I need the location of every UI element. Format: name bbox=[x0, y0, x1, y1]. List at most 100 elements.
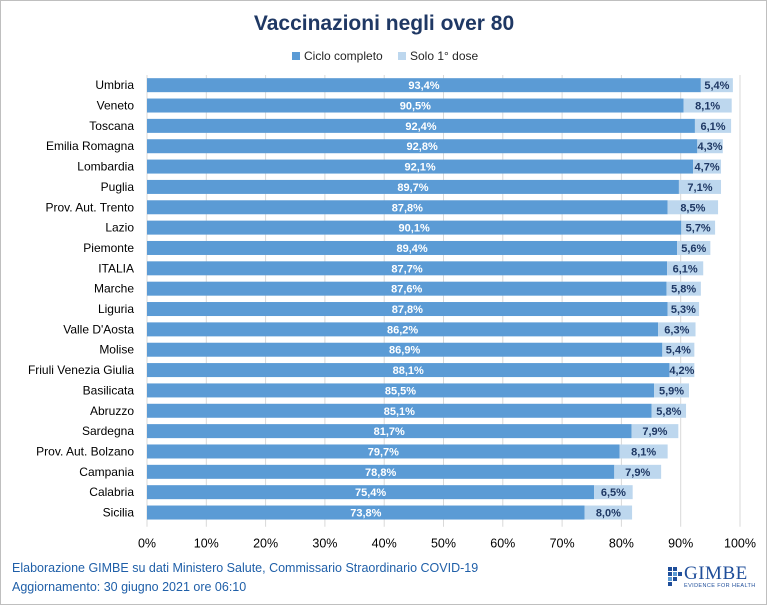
bar-solo-prima-dose bbox=[667, 261, 704, 276]
bar-ciclo-completo bbox=[147, 240, 678, 255]
data-label: 6,3% bbox=[664, 324, 689, 336]
data-label: 86,9% bbox=[389, 345, 420, 357]
category-label: Valle D'Aosta bbox=[63, 322, 134, 336]
data-label: 87,8% bbox=[392, 202, 423, 214]
data-label: 6,1% bbox=[673, 263, 698, 275]
data-label: 5,4% bbox=[704, 80, 729, 92]
data-label: 90,1% bbox=[399, 223, 430, 235]
logo-tagline: EVIDENCE FOR HEALTH bbox=[684, 583, 756, 589]
data-label: 4,3% bbox=[698, 141, 723, 153]
bar-ciclo-completo bbox=[147, 485, 595, 500]
category-label: Prov. Aut. Bolzano bbox=[36, 444, 134, 458]
bars: 93,4% 5,4% 90,5% 8,1% 92,4% 6,1% 92,8% 4,3% 92,1… bbox=[147, 78, 733, 520]
data-label: 8,1% bbox=[631, 446, 656, 458]
legend-swatch-1 bbox=[398, 52, 406, 60]
category-label: Veneto bbox=[97, 99, 135, 113]
gimbe-logo: GIMBE EVIDENCE FOR HEALTH bbox=[668, 563, 760, 595]
x-tick-label: 30% bbox=[312, 537, 337, 551]
bar-solo-prima-dose bbox=[667, 200, 719, 215]
data-label: 8,0% bbox=[596, 508, 621, 520]
bar-solo-prima-dose bbox=[700, 78, 733, 93]
data-label: 7,9% bbox=[642, 426, 667, 438]
data-label: 85,5% bbox=[385, 385, 416, 397]
category-label: Calabria bbox=[89, 485, 134, 499]
data-label: 73,8% bbox=[350, 508, 381, 520]
category-label: Liguria bbox=[98, 302, 134, 316]
bar-ciclo-completo bbox=[147, 464, 615, 479]
data-label: 4,2% bbox=[669, 365, 694, 377]
bar-ciclo-completo bbox=[147, 505, 585, 520]
data-label: 6,5% bbox=[601, 487, 626, 499]
bar-ciclo-completo bbox=[147, 179, 679, 194]
x-tick-label: 60% bbox=[490, 537, 515, 551]
bar-solo-prima-dose bbox=[678, 179, 722, 194]
data-label: 89,7% bbox=[397, 182, 428, 194]
category-label: ITALIA bbox=[98, 261, 134, 275]
data-label: 86,2% bbox=[387, 324, 418, 336]
data-label: 92,1% bbox=[404, 162, 435, 174]
category-label: Lombardia bbox=[77, 160, 134, 174]
category-label: Molise bbox=[99, 343, 134, 357]
bar-solo-prima-dose bbox=[662, 342, 695, 357]
bar-ciclo-completo bbox=[147, 363, 670, 378]
category-label: Friuli Venezia Giulia bbox=[28, 363, 134, 377]
data-label: 92,4% bbox=[405, 121, 436, 133]
data-label: 5,6% bbox=[681, 243, 706, 255]
chart-title: Vaccinazioni negli over 80 bbox=[254, 12, 514, 35]
bar-ciclo-completo bbox=[147, 424, 632, 439]
bar-solo-prima-dose bbox=[669, 363, 695, 378]
bar-solo-prima-dose bbox=[693, 159, 722, 174]
data-label: 5,3% bbox=[671, 304, 696, 316]
bar-ciclo-completo bbox=[147, 139, 698, 154]
bar-solo-prima-dose bbox=[666, 281, 701, 296]
bar-ciclo-completo bbox=[147, 281, 667, 296]
category-label: Umbria bbox=[95, 78, 134, 92]
legend-swatch-0 bbox=[292, 52, 300, 60]
data-label: 87,6% bbox=[391, 284, 422, 296]
x-tick-label: 70% bbox=[550, 537, 575, 551]
bar-solo-prima-dose bbox=[677, 240, 711, 255]
x-tick-label: 100% bbox=[724, 537, 756, 551]
category-label: Basilicata bbox=[83, 383, 135, 397]
bar-solo-prima-dose bbox=[584, 505, 633, 520]
x-tick-label: 10% bbox=[194, 537, 219, 551]
category-label: Lazio bbox=[105, 221, 134, 235]
bar-solo-prima-dose bbox=[654, 383, 690, 398]
data-label: 7,9% bbox=[625, 467, 650, 479]
data-label: 5,9% bbox=[659, 385, 684, 397]
data-label: 85,1% bbox=[384, 406, 415, 418]
stacked-bar-chart: Vaccinazioni negli over 80 Ciclo complet… bbox=[28, 12, 756, 551]
data-label: 8,1% bbox=[695, 101, 720, 113]
data-label: 5,8% bbox=[671, 284, 696, 296]
bar-solo-prima-dose bbox=[651, 403, 687, 418]
category-label: Piemonte bbox=[83, 241, 134, 255]
category-label: Sardegna bbox=[82, 424, 134, 438]
data-label: 5,4% bbox=[666, 345, 691, 357]
data-label: 88,1% bbox=[393, 365, 424, 377]
bar-ciclo-completo bbox=[147, 403, 652, 418]
bar-solo-prima-dose bbox=[681, 220, 716, 235]
data-label: 87,8% bbox=[392, 304, 423, 316]
bar-solo-prima-dose bbox=[658, 322, 696, 337]
bar-ciclo-completo bbox=[147, 159, 694, 174]
data-label: 92,8% bbox=[407, 141, 438, 153]
bar-solo-prima-dose bbox=[697, 139, 723, 154]
bar-ciclo-completo bbox=[147, 302, 668, 317]
bar-ciclo-completo bbox=[147, 118, 695, 133]
x-tick-label: 0% bbox=[138, 537, 156, 551]
data-label: 4,7% bbox=[695, 162, 720, 174]
data-label: 93,4% bbox=[408, 80, 439, 92]
bar-solo-prima-dose bbox=[594, 485, 633, 500]
gimbe-logo-mark-icon bbox=[668, 567, 682, 586]
bar-ciclo-completo bbox=[147, 322, 659, 337]
bar-ciclo-completo bbox=[147, 342, 663, 357]
bar-solo-prima-dose bbox=[619, 444, 668, 459]
legend-label-1: Solo 1° dose bbox=[410, 49, 479, 63]
data-label: 81,7% bbox=[374, 426, 405, 438]
x-tick-label: 50% bbox=[431, 537, 456, 551]
bar-ciclo-completo bbox=[147, 200, 668, 215]
category-label: Abruzzo bbox=[90, 404, 134, 418]
bar-solo-prima-dose bbox=[683, 98, 732, 113]
category-labels: Umbria Veneto Toscana Emilia Romagna Lombard… bbox=[28, 78, 134, 519]
data-label: 79,7% bbox=[368, 446, 399, 458]
